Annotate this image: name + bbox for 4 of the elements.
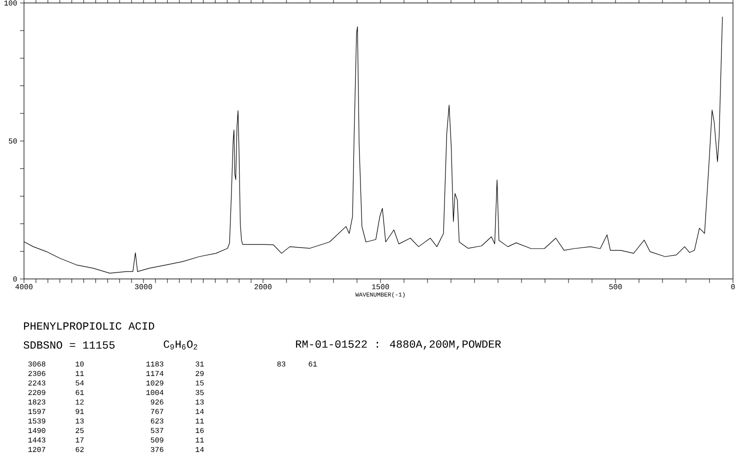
text: C$_{9}$H$_{6}$O$_{2}$ <box>164 340 198 350</box>
text: SDBSNO = 11155 <box>24 341 115 349</box>
text: PHENYLPROPIOLIC ACID <box>24 322 154 330</box>
text: RM-01-01522 : 4880A,200M,POWDER <box>296 340 501 350</box>
